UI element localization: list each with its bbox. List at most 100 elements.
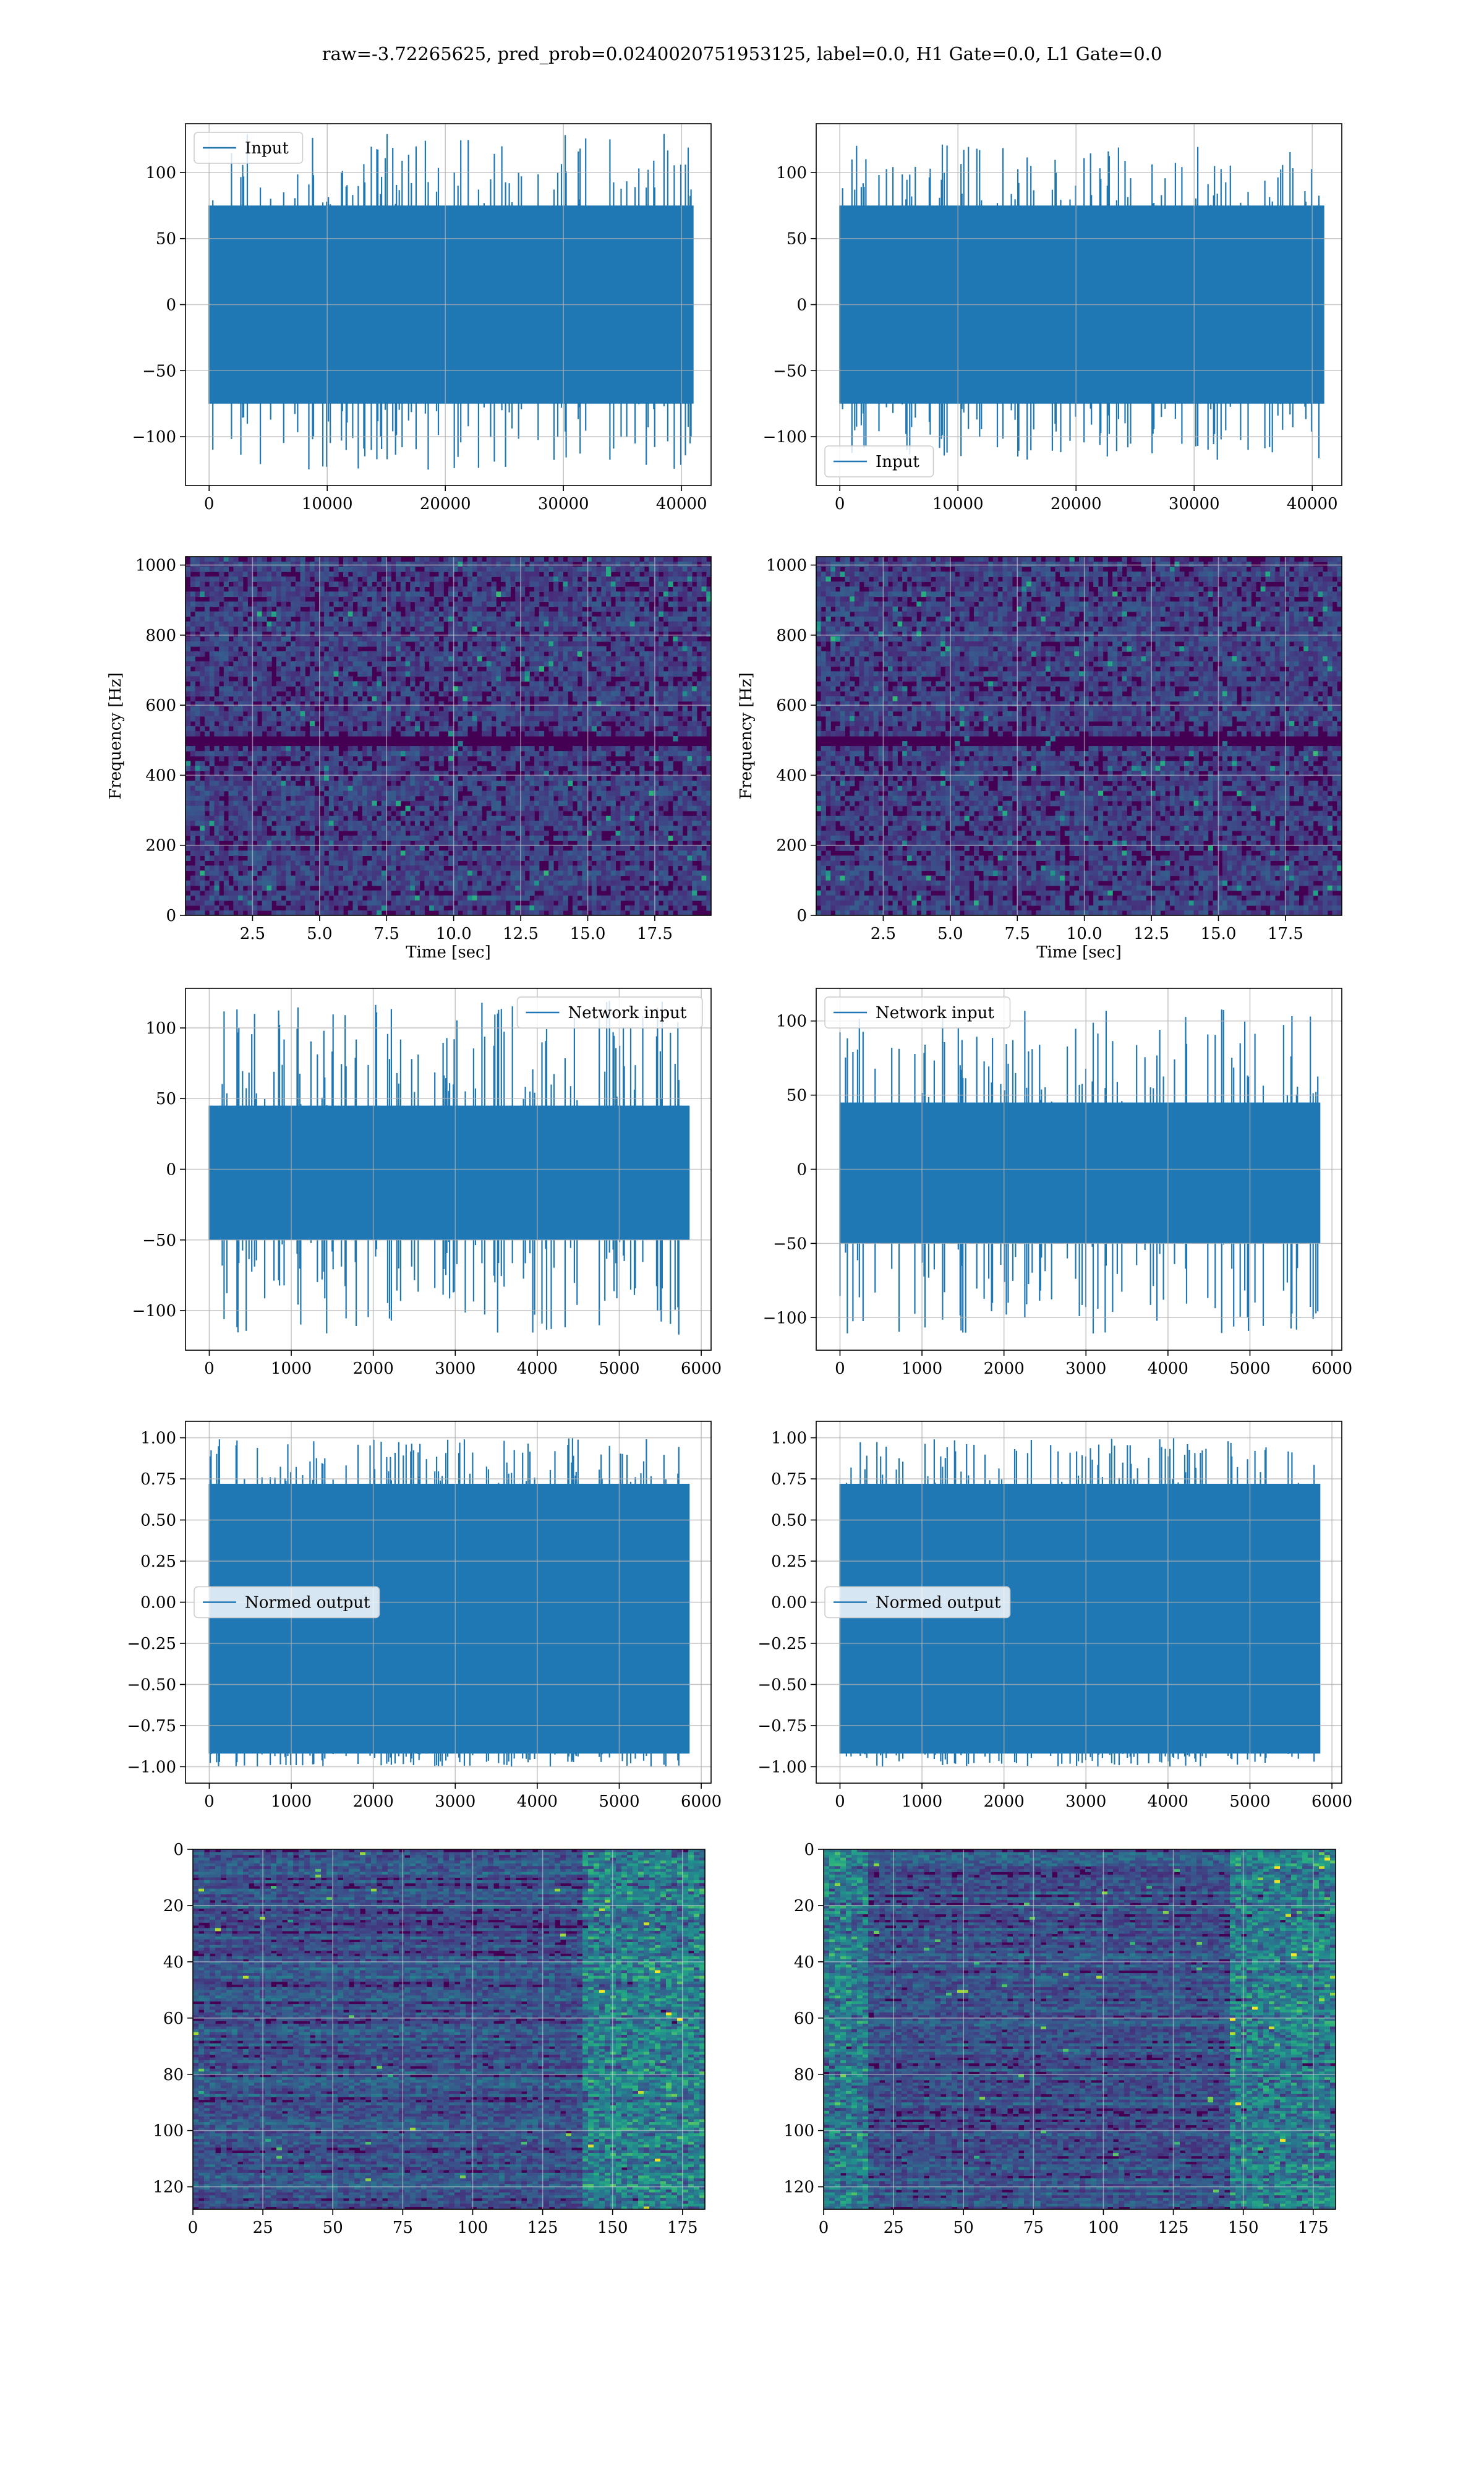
series-line — [839, 144, 1324, 460]
x-tick-label: 15.0 — [1201, 925, 1237, 943]
y-tick-label: 80 — [163, 2066, 184, 2084]
y-tick-label: −50 — [142, 1231, 176, 1250]
y-tick-label: 20 — [794, 1897, 814, 1915]
legend-label: Normed output — [876, 1594, 1001, 1612]
y-tick-label: 1000 — [766, 557, 807, 575]
x-tick-label: 3000 — [1065, 1359, 1106, 1378]
y-tick-label: 0.75 — [140, 1470, 176, 1489]
x-tick-label: 175 — [1298, 2219, 1329, 2237]
x-tick-label: 6000 — [1311, 1359, 1352, 1378]
y-tick-label: 100 — [783, 2122, 814, 2141]
y-tick-label: −50 — [142, 362, 176, 380]
x-tick-label: 0 — [835, 1792, 845, 1811]
x-tick-label: 10000 — [302, 495, 353, 513]
x-tick-label: 15.0 — [570, 925, 606, 943]
y-tick-label: −0.75 — [757, 1717, 807, 1736]
y-tick-label: 400 — [145, 766, 176, 785]
y-tick-label: 0.50 — [771, 1512, 807, 1530]
plot-area — [186, 988, 711, 1350]
x-tick-label: 0 — [188, 2219, 198, 2237]
y-tick-label: −50 — [773, 362, 807, 380]
legend-box — [194, 1586, 380, 1619]
y-tick-label: 60 — [794, 2010, 814, 2028]
axes-frame — [816, 556, 1342, 916]
x-tick-label: 40000 — [656, 495, 707, 513]
axes-frame — [185, 556, 712, 916]
y-tick-label: 100 — [145, 1019, 176, 1038]
x-tick-label: 4000 — [517, 1792, 558, 1811]
x-tick-label: 12.5 — [1133, 925, 1169, 943]
chart-panel-row3-left: 0 1000 2000 3000 4000 5000 6000 −100 −50 0 50 100 Ne… — [132, 988, 722, 1378]
plot-area — [824, 1849, 1336, 2209]
legend-box — [824, 445, 934, 477]
x-tick-label: 4000 — [1148, 1792, 1188, 1811]
y-tick-label: 100 — [776, 164, 807, 182]
x-tick-label: 6000 — [681, 1359, 722, 1378]
chart-panel-row2-left: 2.5 5.0 7.5 10.0 12.5 15.0 17.5 0 200 400 600 800 10… — [106, 556, 712, 962]
y-tick-label: −100 — [763, 428, 807, 447]
y-tick-label: −0.75 — [127, 1717, 176, 1736]
legend-box — [516, 996, 703, 1029]
legend-label: Input — [876, 453, 919, 471]
legend-label: Network input — [876, 1004, 994, 1022]
legend-label: Normed output — [245, 1594, 370, 1612]
y-tick-label: 50 — [156, 230, 176, 249]
x-tick-label: 5000 — [599, 1792, 639, 1811]
x-tick-label: 175 — [667, 2219, 698, 2237]
y-tick-label: 0.00 — [140, 1594, 176, 1612]
x-tick-label: 25 — [253, 2219, 273, 2237]
y-tick-label: 400 — [776, 766, 807, 785]
y-tick-label: 1.00 — [771, 1429, 807, 1448]
y-tick-label: −100 — [763, 1309, 807, 1327]
plot-area — [186, 557, 711, 915]
x-tick-label: 1000 — [902, 1792, 942, 1811]
y-tick-label: −0.25 — [757, 1635, 807, 1653]
y-tick-label: 0.75 — [771, 1470, 807, 1489]
x-tick-label: 5000 — [599, 1359, 639, 1378]
y-tick-label: 20 — [163, 1897, 184, 1915]
y-tick-label: 100 — [145, 164, 176, 182]
x-tick-label: 0 — [204, 1792, 215, 1811]
y-tick-label: 60 — [163, 2010, 184, 2028]
x-tick-label: 5.0 — [937, 925, 963, 943]
x-tick-label: 4000 — [517, 1359, 558, 1378]
x-tick-label: 100 — [1088, 2219, 1119, 2237]
x-tick-label: 5000 — [1229, 1792, 1270, 1811]
series-line — [839, 1009, 1321, 1333]
x-tick-label: 10.0 — [436, 925, 472, 943]
x-tick-label: 25 — [884, 2219, 904, 2237]
y-tick-label: 0 — [166, 907, 176, 925]
x-tick-label: 4000 — [1148, 1359, 1188, 1378]
x-tick-label: 17.5 — [637, 925, 673, 943]
x-tick-label: 30000 — [538, 495, 589, 513]
axes-frame — [823, 1849, 1336, 2210]
y-tick-label: −50 — [773, 1235, 807, 1253]
x-tick-label: 2000 — [984, 1792, 1025, 1811]
y-tick-label: 0 — [804, 1841, 814, 1859]
series-line — [208, 134, 694, 470]
x-tick-label: 2.5 — [240, 925, 265, 943]
x-tick-label: 20000 — [420, 495, 471, 513]
chart-panel-row4-right: 0 1000 2000 3000 4000 5000 6000 −1.00 −0.75 −0.50… — [757, 1421, 1352, 1811]
x-tick-label: 0 — [819, 2219, 829, 2237]
y-tick-label: 1000 — [135, 557, 176, 575]
plot-area — [186, 1421, 711, 1783]
x-tick-label: 40000 — [1287, 495, 1338, 513]
chart-panel-row2-right: 2.5 5.0 7.5 10.0 12.5 15.0 17.5 0 200 400 600 800 10… — [737, 556, 1342, 962]
y-tick-label: 50 — [787, 1087, 807, 1105]
legend-box — [824, 996, 1011, 1029]
y-tick-label: 50 — [787, 230, 807, 249]
legend: Network input — [824, 996, 1011, 1029]
chart-panel-row1-left: 0 10000 20000 30000 40000 −100 −50 0 50 100 Input — [132, 123, 712, 513]
x-tick-label: 7.5 — [1005, 925, 1030, 943]
x-axis-label: Time [sec] — [1036, 943, 1122, 962]
plot-area — [186, 124, 711, 486]
y-tick-label: −100 — [132, 428, 176, 447]
x-tick-label: 2000 — [353, 1359, 394, 1378]
y-tick-label: 40 — [794, 1953, 814, 1972]
y-tick-label: 800 — [776, 627, 807, 645]
legend: Input — [194, 132, 304, 164]
x-tick-label: 2.5 — [871, 925, 896, 943]
y-tick-label: 200 — [145, 837, 176, 855]
x-tick-label: 1000 — [271, 1792, 312, 1811]
